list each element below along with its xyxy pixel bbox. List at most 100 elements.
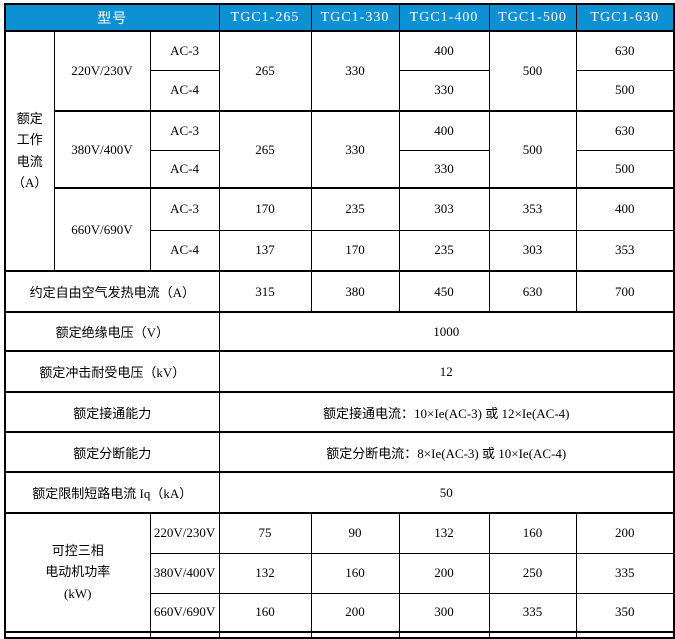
ac-class-cell: AC-3 xyxy=(149,30,220,71)
table-row: 额定接通能力 额定接通电流：10×Ie(AC-3) 或 12×Ie(AC-4) xyxy=(4,391,675,433)
value-cell: 75 xyxy=(218,512,312,554)
table-row: 额定冲击耐受电压（kV） 12 xyxy=(4,350,675,393)
group-label-line: 电流 xyxy=(16,153,43,169)
value-cell: 160 xyxy=(218,592,312,633)
value-cell: 137 xyxy=(218,229,312,272)
column-header-model: 型号 xyxy=(4,3,220,32)
value-cell: 132 xyxy=(398,512,490,554)
iq-value: 50 xyxy=(218,471,675,514)
value-cell: 170 xyxy=(218,187,312,231)
table-row: 380V/400V AC-3 265 330 400 500 630 xyxy=(5,110,675,189)
thermal-current-value: 700 xyxy=(575,270,675,313)
table-row: 660V/690V 160 200 300 335 350 xyxy=(5,592,675,633)
value-cell: 353 xyxy=(575,229,675,272)
empty-cell xyxy=(310,631,400,638)
group-label-line: 额定 xyxy=(16,111,43,127)
value-cell: 90 xyxy=(310,512,400,554)
table-row-partial xyxy=(4,631,675,638)
voltage-cell: 380V/400V xyxy=(149,552,220,594)
group-label-line: (kW) xyxy=(64,585,92,601)
value-cell: 200 xyxy=(398,552,490,594)
value-cell: 500 xyxy=(575,69,675,112)
rated-current-group-label: 额定 工作 电流 （A） xyxy=(4,30,55,272)
header-row: 型号 TGC1-265 TGC1-330 TGC1-400 TGC1-500 T… xyxy=(4,3,675,32)
table-row: AC-4 137 170 235 303 353 xyxy=(5,229,675,272)
row-label-insulation-voltage: 额定绝缘电压（V） xyxy=(4,311,220,352)
value-cell: 400 xyxy=(575,187,675,231)
group-label-line: 可控三相 xyxy=(51,543,104,559)
value-cell: 330 xyxy=(310,110,400,189)
row-label-thermal-current: 约定自由空气发热电流（A） xyxy=(4,270,220,313)
column-header-tgc1-630: TGC1-630 xyxy=(575,3,675,32)
ac-class-cell: AC-3 xyxy=(149,110,220,151)
value-cell: 170 xyxy=(310,229,400,272)
table-row: 额定分断能力 额定分断电流：8×Ie(AC-3) 或 10×Ie(AC-4) xyxy=(4,431,675,473)
value-cell: 200 xyxy=(310,592,400,633)
group-label-line: （A） xyxy=(12,174,48,190)
value-cell: 250 xyxy=(488,552,577,594)
ac-class-cell: AC-4 xyxy=(149,149,220,189)
voltage-cell: 220V/230V xyxy=(149,512,220,554)
value-cell: 353 xyxy=(488,187,577,231)
insulation-voltage-value: 1000 xyxy=(218,311,675,352)
value-cell: 400 xyxy=(398,110,490,151)
thermal-current-value: 450 xyxy=(398,270,490,313)
thermal-current-value: 630 xyxy=(488,270,577,313)
column-header-tgc1-265: TGC1-265 xyxy=(218,3,312,32)
empty-cell xyxy=(575,631,675,638)
row-label-breaking-capacity: 额定分断能力 xyxy=(4,431,220,473)
breaking-capacity-value: 额定分断电流：8×Ie(AC-3) 或 10×Ie(AC-4) xyxy=(218,431,675,473)
table-row: AC-4 330 500 xyxy=(5,69,675,112)
value-cell: 500 xyxy=(488,30,577,112)
thermal-current-value: 380 xyxy=(310,270,400,313)
empty-cell xyxy=(398,631,490,638)
ac-class-cell: AC-4 xyxy=(149,69,220,112)
column-header-tgc1-500: TGC1-500 xyxy=(488,3,577,32)
value-cell: 132 xyxy=(218,552,312,594)
value-cell: 300 xyxy=(398,592,490,633)
ac-class-cell: AC-4 xyxy=(149,229,220,272)
table-row: 额定 工作 电流 （A） 220V/230V AC-3 265 330 400 … xyxy=(4,30,675,272)
spec-table: 型号 TGC1-265 TGC1-330 TGC1-400 TGC1-500 T… xyxy=(4,3,675,639)
value-cell: 160 xyxy=(488,512,577,554)
value-cell: 235 xyxy=(310,187,400,231)
row-label-impulse-voltage: 额定冲击耐受电压（kV） xyxy=(4,350,220,393)
group-label-line: 电动机功率 xyxy=(45,564,111,580)
table-row: AC-4 330 500 xyxy=(5,149,675,189)
voltage-cell: 220V/230V xyxy=(53,30,151,112)
voltage-cell: 660V/690V xyxy=(149,592,220,633)
value-cell: 630 xyxy=(575,30,675,71)
impulse-voltage-value: 12 xyxy=(218,350,675,393)
table-row: 380V/400V 132 160 200 250 335 xyxy=(5,552,675,594)
making-capacity-value: 额定接通电流：10×Ie(AC-3) 或 12×Ie(AC-4) xyxy=(218,391,675,433)
table-row: 可控三相 电动机功率 (kW) 220V/230V 75 90 132 160 … xyxy=(4,512,675,633)
table-row: 约定自由空气发热电流（A） 315 380 450 630 700 xyxy=(4,270,675,313)
motor-power-group-label: 可控三相 电动机功率 (kW) xyxy=(4,512,151,633)
voltage-cell: 660V/690V xyxy=(53,187,151,272)
empty-cell xyxy=(488,631,577,638)
value-cell: 350 xyxy=(575,592,675,633)
group-label-line: 工作 xyxy=(16,132,43,148)
table-row: 660V/690V AC-3 170 235 303 353 400 xyxy=(5,187,675,272)
empty-cell xyxy=(149,631,220,638)
column-header-tgc1-400: TGC1-400 xyxy=(398,3,490,32)
value-cell: 630 xyxy=(575,110,675,151)
table-row: 额定限制短路电流 Iq（kA） 50 xyxy=(4,471,675,514)
row-label-making-capacity: 额定接通能力 xyxy=(4,391,220,433)
ac-class-cell: AC-3 xyxy=(149,187,220,231)
row-label-iq: 额定限制短路电流 Iq（kA） xyxy=(4,471,220,514)
empty-cell xyxy=(218,631,312,638)
value-cell: 500 xyxy=(488,110,577,189)
value-cell: 160 xyxy=(310,552,400,594)
column-header-tgc1-330: TGC1-330 xyxy=(310,3,400,32)
table-row: 额定绝缘电压（V） 1000 xyxy=(4,311,675,352)
value-cell: 200 xyxy=(575,512,675,554)
value-cell: 303 xyxy=(398,187,490,231)
value-cell: 265 xyxy=(218,30,312,112)
value-cell: 500 xyxy=(575,149,675,189)
value-cell: 330 xyxy=(398,69,490,112)
voltage-cell: 380V/400V xyxy=(53,110,151,189)
value-cell: 330 xyxy=(310,30,400,112)
empty-cell xyxy=(4,631,151,638)
